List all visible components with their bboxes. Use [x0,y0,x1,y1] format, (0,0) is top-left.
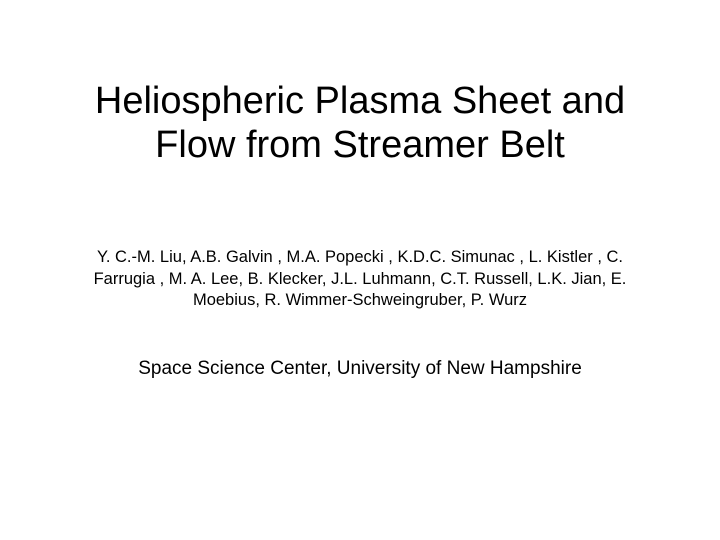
affiliation: Space Science Center, University of New … [60,357,660,382]
slide: Heliospheric Plasma Sheet and Flow from … [0,0,720,540]
slide-title: Heliospheric Plasma Sheet and Flow from … [60,80,660,167]
author-list: Y. C.-M. Liu, A.B. Galvin , M.A. Popecki… [88,247,632,311]
